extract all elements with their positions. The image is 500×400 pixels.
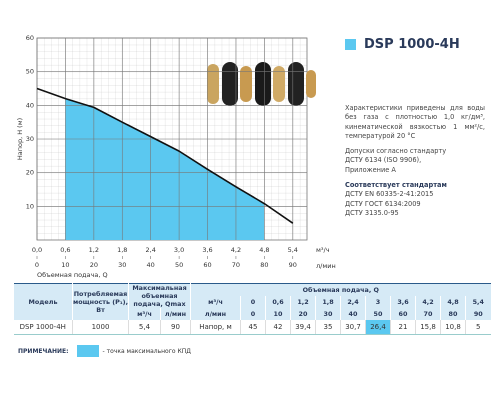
cell: 3,6	[390, 296, 416, 308]
x-tick-label: 4,2	[231, 246, 241, 254]
cell: 90	[464, 308, 491, 320]
cell: 1000	[72, 320, 129, 335]
x2-tick-label: 90	[289, 261, 297, 269]
tolerance: Допуски согласно стандарту	[345, 147, 447, 156]
x-tick-label: 1,8	[117, 246, 127, 254]
cell: 26,4	[365, 320, 391, 335]
cell: 70	[415, 308, 441, 320]
x-tick-label: 1,2	[89, 246, 99, 254]
y-tick-label: 10	[26, 202, 34, 210]
footnote-label: ПРИМЕЧАНИЕ:	[18, 347, 69, 355]
standard: ДСТУ 3135.0-95	[345, 208, 399, 217]
conditions: Характеристики приведены для воды без га…	[345, 104, 485, 140]
title-text: DSP 1000-4H	[364, 37, 460, 52]
cell: 60	[390, 308, 416, 320]
header-row: Модель Потребляемая мощность (P₁), Вт Ма…	[13, 283, 491, 320]
x-tick-label: 5,4	[288, 246, 298, 254]
y-axis-label: Напор, Н (м)	[16, 118, 24, 160]
header-cell: Максимальная объемная подача, Qmax	[128, 283, 191, 308]
x2-unit: л/мин	[316, 262, 336, 270]
cell: 4,2	[415, 296, 441, 308]
cell: 2,4	[340, 296, 366, 308]
x-axis-label: Объемная подача, Q	[37, 271, 108, 279]
standard: ДСТУ EN 60335-2-41:2015	[345, 190, 434, 199]
tolerance: Приложение А	[345, 165, 396, 174]
x2-tick-label: 50	[175, 261, 183, 269]
cell: 30,7	[340, 320, 366, 335]
y-tick-label: 50	[26, 68, 34, 76]
pump-image	[207, 62, 316, 106]
pump-curve	[36, 87, 294, 224]
cell: DSP 1000-4H	[13, 320, 73, 335]
x2-tick-label: 10	[61, 261, 69, 269]
standard: ДСТУ ГОСТ 6134:2009	[345, 199, 421, 208]
cell: 0	[240, 308, 266, 320]
cell: 3	[365, 296, 391, 308]
header-cell: л/мин	[160, 308, 191, 320]
cell: 80	[440, 308, 466, 320]
product-title: DSP 1000-4H	[345, 37, 460, 52]
x2-tick-label: 40	[147, 261, 155, 269]
x2-tick-label: 80	[260, 261, 268, 269]
cell: 0	[240, 296, 266, 308]
cell: 35	[315, 320, 341, 335]
x2-tick-label: 30	[118, 261, 126, 269]
cell: 20	[290, 308, 316, 320]
cell: 1,8	[315, 296, 341, 308]
cell: 10	[265, 308, 291, 320]
header-cell: Потребляемая мощность (P₁), Вт	[72, 283, 129, 320]
cell: 40	[340, 308, 366, 320]
cell: 21	[390, 320, 416, 335]
spec-table: Модель Потребляемая мощность (P₁), Вт Ма…	[13, 283, 491, 335]
chart: Напор, Н (м) м³/ч л/мин Объемная подача,…	[16, 34, 336, 279]
cell: 1,2	[290, 296, 316, 308]
title-marker	[345, 39, 356, 50]
cell: 42	[265, 320, 291, 335]
data-row: DSP 1000-4H 1000 5,4 90 Напор, м 45 42 39,…	[13, 320, 491, 335]
cell: 5,4	[464, 296, 491, 308]
header-cell: Объемная подача, Q	[189, 283, 491, 296]
header-row: м³/ч л/мин л/мин 0 10 20 30 40 50 60 70 80 90	[14, 308, 491, 320]
x2-tick-label: 70	[232, 261, 240, 269]
header-row: м³/ч 0 0,6 1,2 1,8 2,4 3 3,6 4,2 4,8 5,4	[14, 296, 491, 308]
footnote-swatch	[76, 345, 99, 357]
header-cell: м³/ч	[128, 308, 161, 320]
cell: 10,8	[440, 320, 466, 335]
cell: 30	[315, 308, 341, 320]
cell: 45	[240, 320, 266, 335]
cell: 5	[464, 320, 491, 335]
y-tick-label: 20	[26, 169, 34, 177]
x2-tick-label: 60	[203, 261, 211, 269]
x-tick-label: 0,6	[60, 246, 70, 254]
x-tick-label: 4,8	[259, 246, 269, 254]
footnote: ПРИМЕЧАНИЕ: - точка максимального КПД	[18, 345, 191, 357]
footnote-text: - точка максимального КПД	[102, 347, 191, 355]
cell: 5,4	[128, 320, 161, 335]
x-tick-label: 0,0	[32, 246, 42, 254]
y-tick-label: 30	[26, 135, 34, 143]
cell: Напор, м	[190, 320, 241, 335]
cell: 15,8	[415, 320, 441, 335]
x2-tick-label: 20	[90, 261, 98, 269]
x-unit: м³/ч	[316, 246, 330, 254]
header-cell: Модель	[13, 283, 73, 320]
cell: 39,4	[290, 320, 316, 335]
notes: Характеристики приведены для воды без га…	[345, 104, 485, 218]
y-tick-label: 40	[26, 101, 34, 109]
cell: 0,6	[265, 296, 291, 308]
x-tick-label: 3,0	[174, 246, 184, 254]
x-tick-label: 2,4	[146, 246, 156, 254]
x2-tick-label: 0	[35, 261, 39, 269]
header-cell: м³/ч	[190, 296, 241, 308]
efficiency-area	[65, 98, 265, 240]
standards-title: Соответствует стандартам	[345, 181, 447, 190]
y-tick-label: 60	[26, 34, 34, 42]
cell: 50	[365, 308, 391, 320]
x-tick-label: 3,6	[202, 246, 212, 254]
cell: 90	[160, 320, 191, 335]
header-cell: л/мин	[190, 308, 241, 320]
cell: 4,8	[440, 296, 466, 308]
tolerance: ДСТУ 6134 (ISO 9906),	[345, 156, 422, 165]
